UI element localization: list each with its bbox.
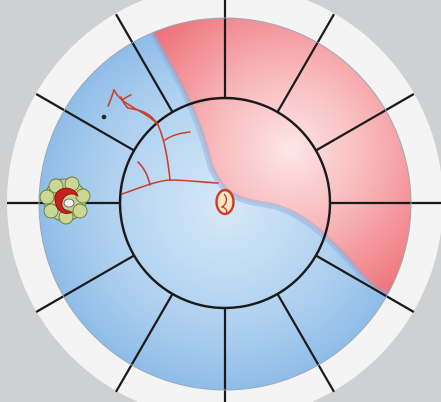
spoke-line [115, 293, 174, 393]
cell-cluster-icon [39, 176, 91, 225]
spoke-line [315, 254, 415, 313]
cell-crescent [54, 187, 79, 214]
spoke-line [276, 13, 335, 113]
vessel-branch-side [164, 131, 191, 141]
spoke-line [276, 293, 335, 393]
vessel-twig-a [120, 96, 129, 109]
blue-edge-shadow [137, 18, 411, 303]
vessel-branch-low [137, 161, 151, 186]
spoke-line [115, 13, 174, 113]
dot-marker-icon [101, 114, 107, 120]
spoke-line [315, 93, 415, 152]
spoke-line [35, 254, 135, 313]
radial-spokes [7, 0, 441, 402]
spoke-line [35, 93, 135, 152]
optic-disc-icon [215, 188, 235, 216]
vessel-twig-c [121, 94, 132, 101]
inner-circle [118, 96, 332, 310]
vessel-twig-b [107, 89, 115, 107]
blood-vessels [107, 89, 219, 195]
field-boundary [38, 17, 412, 391]
